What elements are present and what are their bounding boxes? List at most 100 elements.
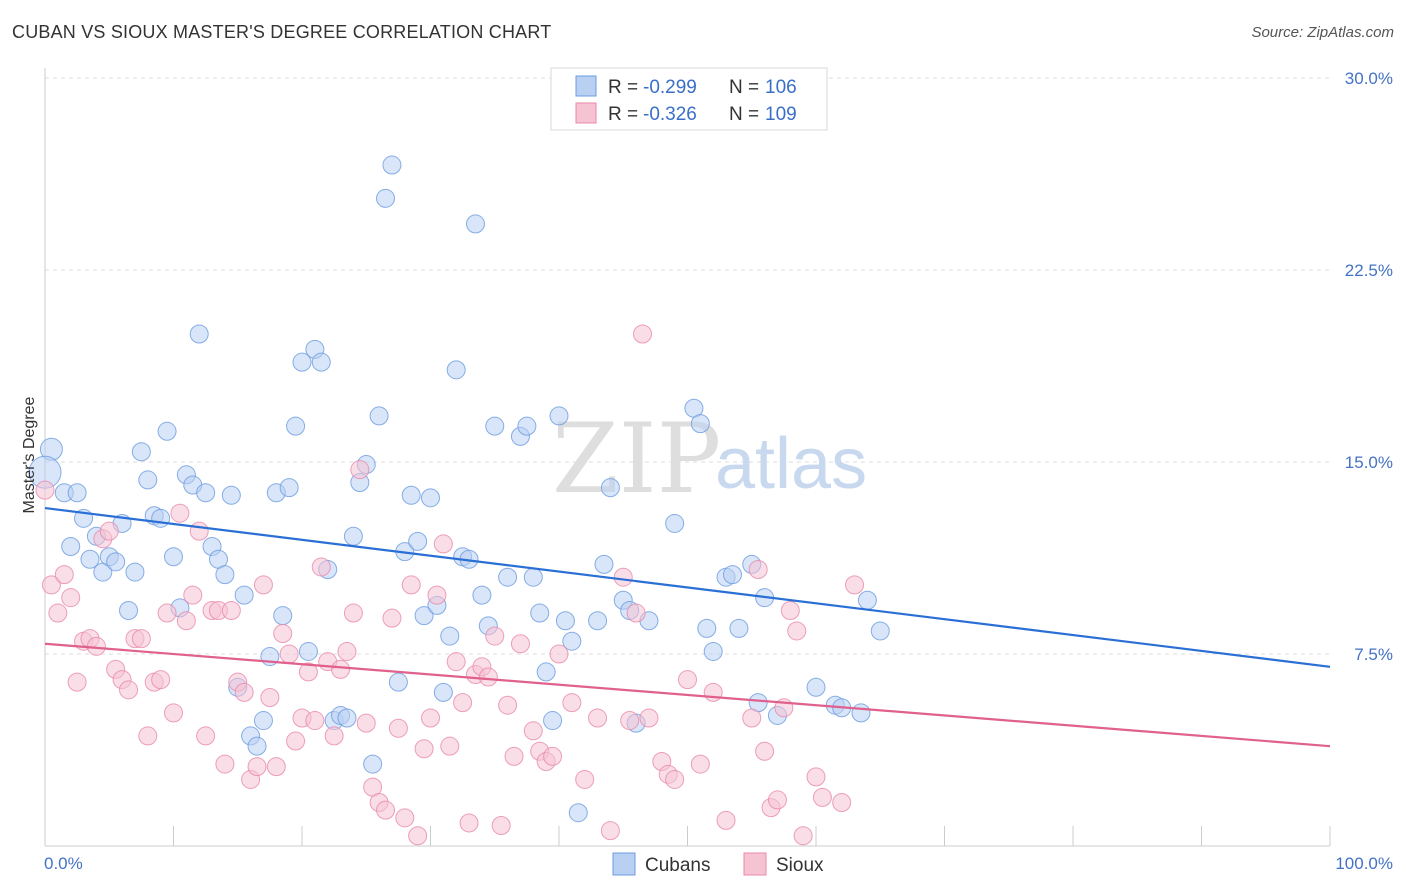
sioux-point-93	[690, 754, 710, 774]
sioux-point-95	[716, 810, 736, 830]
x-tick-label-1: 100.0%	[1335, 854, 1393, 873]
legend-r-label-cubans: R =	[608, 77, 638, 98]
sioux-point-4	[61, 588, 81, 608]
sioux-point-31	[234, 682, 254, 702]
sioux-point-73	[504, 746, 524, 766]
sioux-point-18	[151, 670, 171, 690]
sioux-point-35	[260, 688, 280, 708]
sioux-point-88	[639, 708, 659, 728]
cubans-point-79	[562, 631, 582, 651]
sioux-point-70	[485, 626, 505, 646]
trend-lines	[44, 506, 1331, 748]
legend-r-value-sioux: -0.326	[643, 104, 697, 125]
series-sioux	[35, 324, 865, 846]
cubans-point-82	[594, 554, 614, 574]
cubans-point-47	[343, 526, 363, 546]
sioux-point-13	[119, 680, 139, 700]
cubans-point-10	[106, 552, 126, 572]
bottom-legend-label-cubans: Cubans	[645, 855, 711, 876]
cubans-point-32	[247, 736, 267, 756]
cubans-point-57	[408, 531, 428, 551]
sioux-point-62	[433, 534, 453, 554]
cubans-point-62	[440, 626, 460, 646]
sioux-point-81	[575, 769, 595, 789]
cubans-point-18	[157, 421, 177, 441]
watermark: ZIP atlas	[552, 403, 867, 515]
cubans-point-104	[857, 590, 877, 610]
sioux-point-91	[665, 769, 685, 789]
sioux-point-84	[613, 567, 633, 587]
y-tick-label-1: 15.0%	[1345, 453, 1393, 472]
cubans-point-76	[543, 711, 563, 731]
sioux-point-92	[678, 670, 697, 690]
sioux-point-65	[453, 693, 473, 713]
sioux-point-42	[305, 711, 325, 731]
sioux-point-23	[183, 585, 203, 605]
cubans-point-78	[555, 611, 575, 631]
sioux-point-3	[54, 565, 74, 585]
sioux-point-15	[131, 629, 151, 649]
cubans-point-103	[851, 703, 871, 723]
cubans-trend-line	[44, 506, 1331, 668]
sioux-point-63	[440, 736, 460, 756]
cubans-point-12	[119, 600, 139, 620]
cubans-point-105	[870, 621, 890, 641]
cubans-point-80	[568, 803, 588, 823]
cubans-point-40	[298, 641, 318, 661]
legend: R = -0.299 N = 106 R = -0.326 N = 109	[550, 67, 828, 131]
sioux-point-59	[414, 739, 434, 759]
cubans-point-74	[530, 603, 550, 623]
cubans-point-92	[703, 641, 723, 661]
sioux-point-66	[459, 813, 479, 833]
sioux-point-78	[543, 746, 563, 766]
sioux-point-98	[755, 741, 775, 761]
sioux-point-45	[324, 726, 344, 746]
sioux-point-72	[498, 695, 518, 715]
sioux-point-34	[253, 575, 273, 595]
cubans-point-59	[421, 488, 440, 508]
legend-n-value-sioux: 109	[765, 104, 797, 125]
sioux-point-75	[523, 721, 543, 741]
sioux-point-104	[793, 826, 813, 846]
sioux-point-50	[356, 713, 376, 733]
sioux-point-46	[331, 659, 351, 679]
legend-n-value-cubans: 106	[765, 77, 797, 98]
sioux-point-48	[343, 603, 363, 623]
sioux-point-1	[41, 575, 61, 595]
cubans-point-63	[446, 360, 466, 380]
cubans-point-95	[729, 618, 749, 638]
cubans-point-100	[806, 677, 826, 697]
cubans-point-67	[472, 585, 492, 605]
cubans-point-91	[697, 618, 717, 638]
sioux-point-43	[311, 557, 331, 577]
sioux-point-47	[337, 641, 357, 661]
sioux-point-22	[176, 611, 196, 631]
cubans-point-69	[485, 416, 505, 436]
cubans-point-42	[311, 352, 331, 372]
legend-swatch-sioux	[575, 102, 597, 124]
cubans-point-75	[536, 662, 556, 682]
cubans-point-88	[665, 513, 685, 533]
sioux-point-58	[408, 826, 428, 846]
sioux-point-64	[446, 652, 466, 672]
legend-r-label-sioux: R =	[608, 104, 638, 125]
cubans-point-13	[125, 562, 145, 582]
sioux-point-96	[742, 708, 762, 728]
sioux-point-29	[221, 600, 241, 620]
grid-lines	[45, 77, 1330, 655]
cubans-point-30	[234, 585, 254, 605]
chart-title: CUBAN VS SIOUX MASTER'S DEGREE CORRELATI…	[12, 22, 552, 42]
cubans-point-58	[414, 606, 434, 626]
cubans-point-37	[279, 478, 299, 498]
sioux-point-5	[67, 672, 87, 692]
sioux-point-106	[812, 787, 832, 807]
cubans-point-3	[67, 483, 87, 503]
cubans-point-53	[382, 155, 402, 175]
cubans-point-73	[523, 567, 543, 587]
sioux-point-19	[157, 603, 177, 623]
y-tick-label-2: 22.5%	[1345, 261, 1393, 280]
cubans-point-56	[401, 485, 421, 505]
cubans-point-4	[61, 536, 81, 556]
sioux-point-102	[780, 600, 800, 620]
bottom-legend-swatch-cubans	[612, 852, 636, 876]
